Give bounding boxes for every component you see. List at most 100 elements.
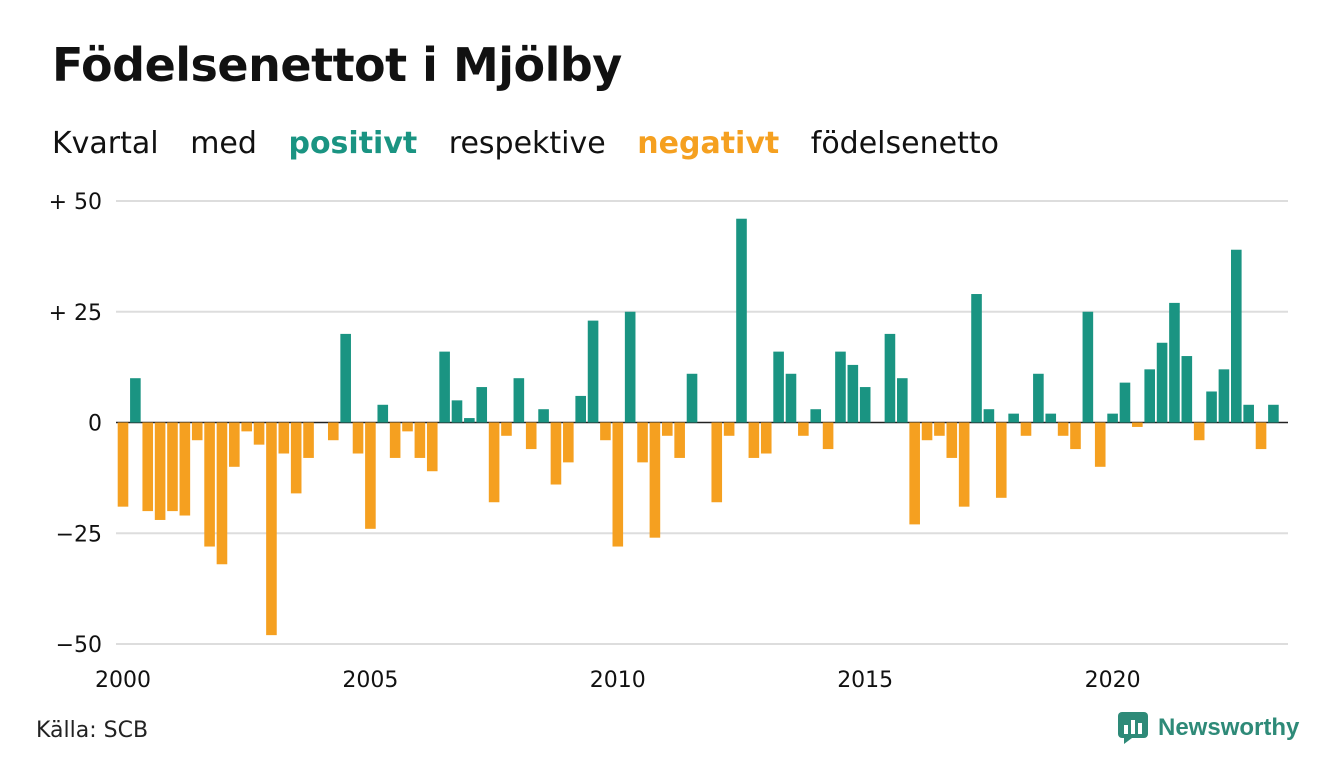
bar-negative [167,422,178,512]
bar-negative [674,422,685,458]
subtitle-word: Kvartal [52,126,159,161]
bar-negative [921,422,933,441]
bar-negative [278,422,290,454]
bar-negative [946,422,958,458]
bar-negative [600,422,611,441]
bar-positive [686,373,698,423]
bar-negative [909,422,920,525]
bar-positive [538,409,549,423]
source-note: Källa: SCB [36,718,149,743]
bar-positive [340,333,351,423]
bar-positive [884,333,896,423]
subtitle-positive-label: positivt [288,126,418,161]
bar-positive [476,387,488,423]
bar-positive [847,364,859,423]
bar-positive [624,311,636,423]
bar-positive [1082,311,1094,423]
bar-chart: + 50 + 25 0 −25 −50 2000 2005 2010 2015 2020 [49,190,1288,693]
bar-negative [1070,422,1081,450]
bar-positive [1144,369,1156,423]
bar-negative [426,422,438,472]
bar-positive [1206,391,1217,423]
bar-negative [389,422,401,458]
bar-negative [612,422,624,547]
x-tick-label: 2005 [342,668,398,693]
bar-negative [414,422,426,458]
bar-negative [501,422,512,436]
bar-negative [1132,422,1143,427]
bar-negative [142,422,154,512]
newsworthy-logo-icon [1118,712,1148,744]
bar-negative [204,422,215,547]
bar-negative [402,422,413,432]
bar-negative [711,422,723,503]
x-tick-label: 2020 [1085,668,1141,693]
bar-negative [1255,422,1267,450]
y-tick-label: −25 [56,522,102,547]
bar-positive [587,320,599,423]
bar-positive [1268,404,1279,423]
bar-positive [1218,369,1230,423]
chart-subtitle: Kvartal med positivt respektive negativt… [52,126,1021,161]
bar-positive [1045,413,1057,423]
bars [117,218,1279,636]
bar-negative [1193,422,1205,441]
bar-positive [451,400,463,423]
bar-positive [897,378,908,423]
y-tick-label: + 25 [49,301,102,326]
bar-positive [773,351,784,423]
bar-negative [661,422,673,436]
bar-positive [1156,342,1168,423]
brand-name: Newsworthy [1158,714,1300,741]
bar-negative [266,422,277,636]
bar-positive [1107,413,1118,423]
bar-negative [798,422,809,436]
bar-positive [513,378,525,423]
subtitle-word: respektive [448,126,606,161]
bar-negative [117,422,129,507]
bar-positive [377,404,389,423]
bar-negative [191,422,203,441]
x-tick-label: 2000 [95,668,151,693]
x-tick-label: 2010 [590,668,646,693]
bar-negative [290,422,302,494]
bar-negative [525,422,537,450]
bar-negative [303,422,314,458]
bar-negative [216,422,228,565]
bar-negative [253,422,265,445]
x-axis-ticks: 2000 2005 2010 2015 2020 [95,668,1141,693]
bar-negative [550,422,562,485]
y-axis-ticks: + 50 + 25 0 −25 −50 [49,190,102,658]
bar-negative [934,422,945,436]
bar-negative [649,422,661,538]
bar-negative [1094,422,1106,467]
bar-positive [1008,413,1019,423]
bar-positive [736,218,747,423]
subtitle-negative-label: negativt [637,126,780,161]
bar-positive [1243,404,1254,423]
brand-logo: Newsworthy [1118,712,1299,744]
bar-positive [1169,302,1180,423]
bar-positive [983,409,995,423]
bar-positive [439,351,450,423]
bar-negative [229,422,240,467]
y-tick-label: −50 [56,633,102,658]
bar-negative [563,422,574,463]
bar-negative [995,422,1007,498]
bar-positive [1181,356,1193,423]
bar-negative [958,422,970,507]
bar-negative [637,422,648,463]
y-tick-label: 0 [88,412,102,437]
bar-positive [130,378,141,423]
bar-positive [785,373,797,423]
bar-negative [352,422,364,454]
bar-negative [241,422,252,432]
bar-positive [835,351,846,423]
bar-negative [822,422,834,450]
bar-negative [365,422,376,529]
bar-negative [760,422,772,454]
bar-negative [488,422,500,503]
bar-negative [327,422,339,441]
bar-negative [179,422,191,516]
y-tick-label: + 50 [49,190,102,215]
